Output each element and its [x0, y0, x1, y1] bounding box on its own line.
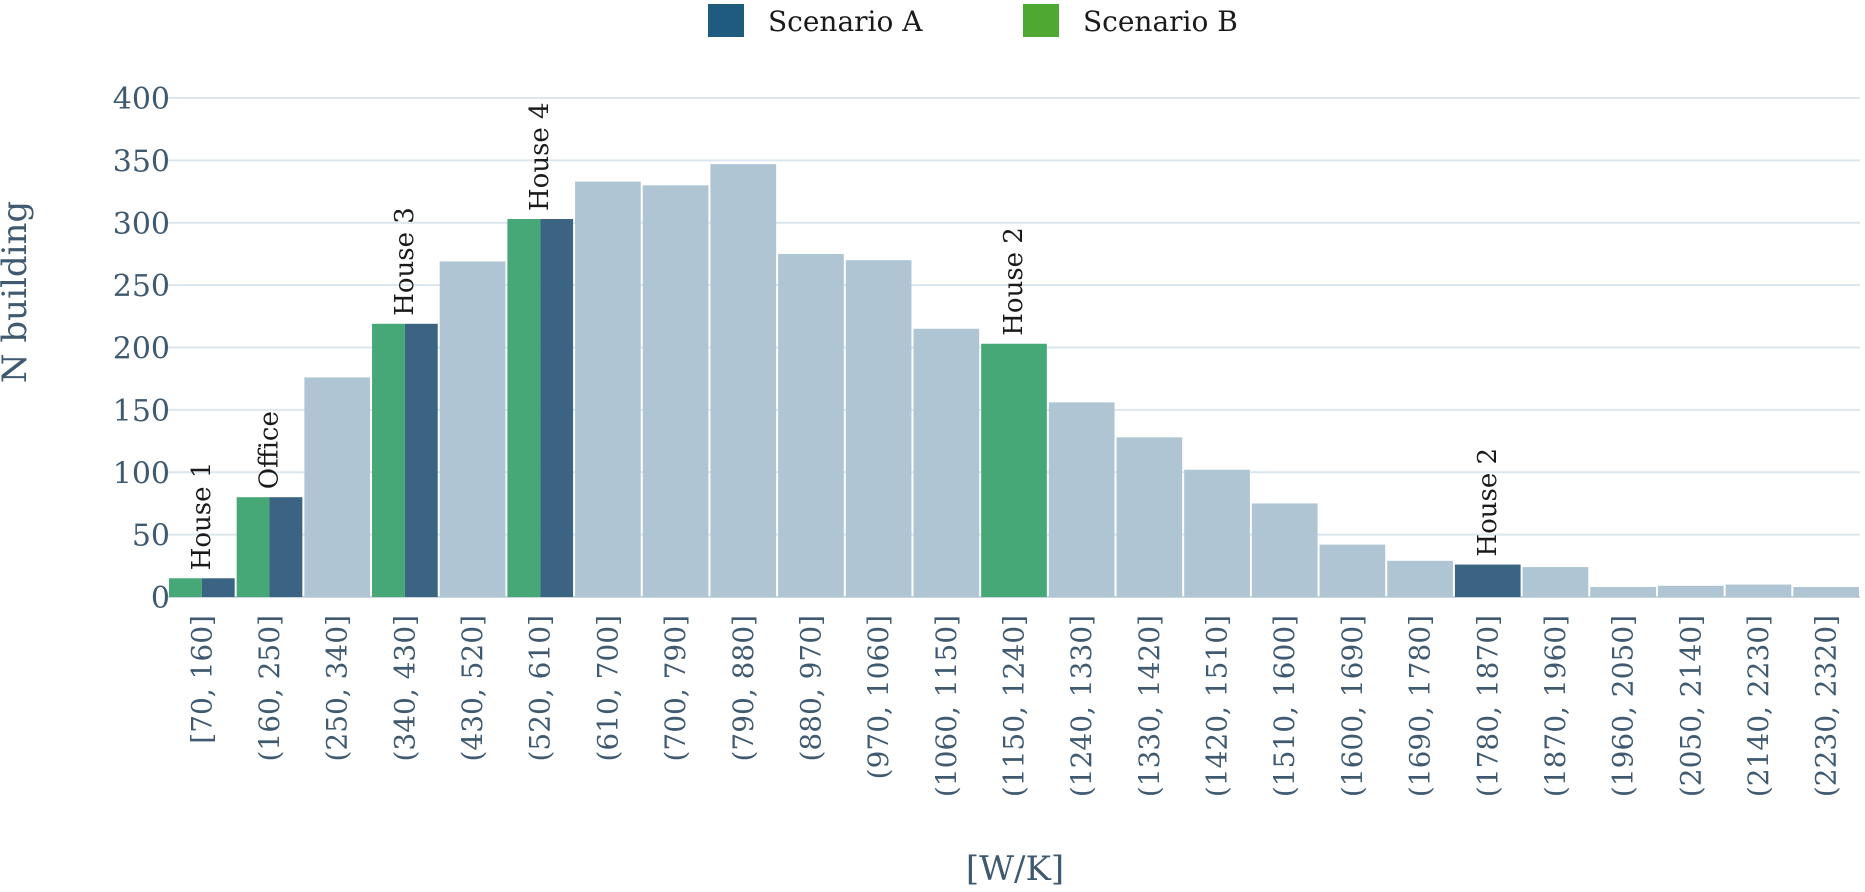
x-tick-label: (1240, 1330]: [1065, 615, 1098, 797]
bar-annotation: House 1: [187, 462, 217, 571]
bar: [1387, 560, 1453, 597]
bar-scenario-b: [372, 323, 405, 597]
x-tick-label: [70, 160]: [185, 615, 218, 744]
legend-label: Scenario B: [1083, 5, 1238, 38]
bar-scenario-a: [201, 578, 235, 597]
legend-swatch: [1023, 4, 1059, 37]
bar: [1251, 503, 1318, 597]
legend: Scenario A Scenario B: [708, 4, 1238, 38]
x-tick-label: (700, 790]: [659, 615, 692, 762]
y-tick-label: 300: [113, 207, 170, 242]
x-tick-label: (340, 430]: [388, 615, 421, 762]
x-tick-label: (1420, 1510]: [1201, 615, 1234, 797]
x-tick-label: (1060, 1150]: [930, 615, 963, 797]
y-tick-label: 50: [132, 519, 170, 554]
bar: [710, 164, 777, 597]
y-tick-label: 150: [113, 394, 170, 429]
bar-scenario-b: [981, 343, 1047, 597]
bar: [1657, 585, 1724, 597]
y-tick-label: 100: [113, 456, 170, 491]
x-tick-label: (1870, 1960]: [1539, 615, 1572, 797]
x-tick-label: (880, 970]: [794, 615, 827, 762]
y-tick-label: 200: [113, 332, 170, 367]
bar-scenario-a: [404, 323, 438, 597]
y-tick-label: 250: [113, 269, 170, 304]
x-tick-label: (610, 700]: [591, 615, 624, 762]
x-tick-label: (2050, 2140]: [1674, 615, 1707, 797]
y-axis-label: N building: [0, 201, 35, 383]
bar: [1793, 587, 1859, 597]
bar-annotation: Office: [255, 411, 285, 489]
x-tick-label: (1600, 1690]: [1336, 615, 1369, 797]
x-tick-label: (250, 340]: [321, 615, 354, 762]
bar: [1184, 469, 1250, 597]
bar: [1590, 587, 1656, 597]
x-tick-label: (1690, 1780]: [1404, 615, 1437, 797]
x-tick-label: (1960, 2050]: [1607, 615, 1640, 797]
bar-scenario-a: [540, 219, 574, 597]
x-axis-ticks: [70, 160] (160, 250] (250, 340] (340, 430] (…: [185, 615, 1842, 797]
y-tick-label: 0: [151, 581, 170, 616]
x-axis-label: [W/K]: [966, 849, 1064, 889]
x-tick-label: (2230, 2320]: [1810, 615, 1843, 797]
x-tick-label: (1150, 1240]: [998, 615, 1031, 797]
x-tick-label: (160, 250]: [253, 615, 286, 762]
bar: [1522, 567, 1589, 597]
bars: [169, 164, 1859, 597]
bar: [642, 185, 709, 597]
bar-scenario-b: [169, 578, 202, 597]
x-tick-label: (1780, 1870]: [1471, 615, 1504, 797]
x-tick-label: (1510, 1600]: [1268, 615, 1301, 797]
bar: [778, 253, 844, 597]
bar-annotation: House 2: [999, 227, 1029, 336]
bar-scenario-a: [1454, 564, 1521, 597]
bar: [439, 261, 506, 597]
bar-annotations: House 1 Office House 3 House 4 House 2 House …: [187, 102, 1503, 570]
y-axis-ticks: 0 50 100 150 200 250 300 350 400: [113, 82, 170, 616]
bar: [1725, 584, 1792, 597]
bar: [913, 328, 980, 597]
bar-scenario-b: [236, 497, 270, 597]
bar-scenario-a: [269, 497, 303, 597]
bar-scenario-b: [507, 219, 541, 597]
bar: [845, 260, 912, 597]
y-tick-label: 350: [113, 144, 170, 179]
bar-annotation: House 3: [390, 207, 420, 316]
bar: [1116, 437, 1183, 597]
x-tick-label: (1330, 1420]: [1133, 615, 1166, 797]
legend-label: Scenario A: [768, 5, 923, 38]
x-tick-label: (970, 1060]: [862, 615, 895, 779]
bar-annotation: House 2: [1473, 448, 1503, 557]
bar-annotation: House 4: [525, 102, 555, 211]
y-tick-label: 400: [113, 82, 170, 117]
bar: [1319, 544, 1386, 597]
bar: [575, 181, 641, 597]
x-tick-label: (790, 880]: [727, 615, 760, 762]
legend-swatch: [708, 4, 744, 37]
bar: [304, 377, 371, 597]
x-tick-label: (430, 520]: [456, 615, 489, 762]
x-tick-label: (520, 610]: [524, 615, 557, 762]
x-tick-label: (2140, 2230]: [1742, 615, 1775, 797]
bar: [1048, 402, 1115, 597]
